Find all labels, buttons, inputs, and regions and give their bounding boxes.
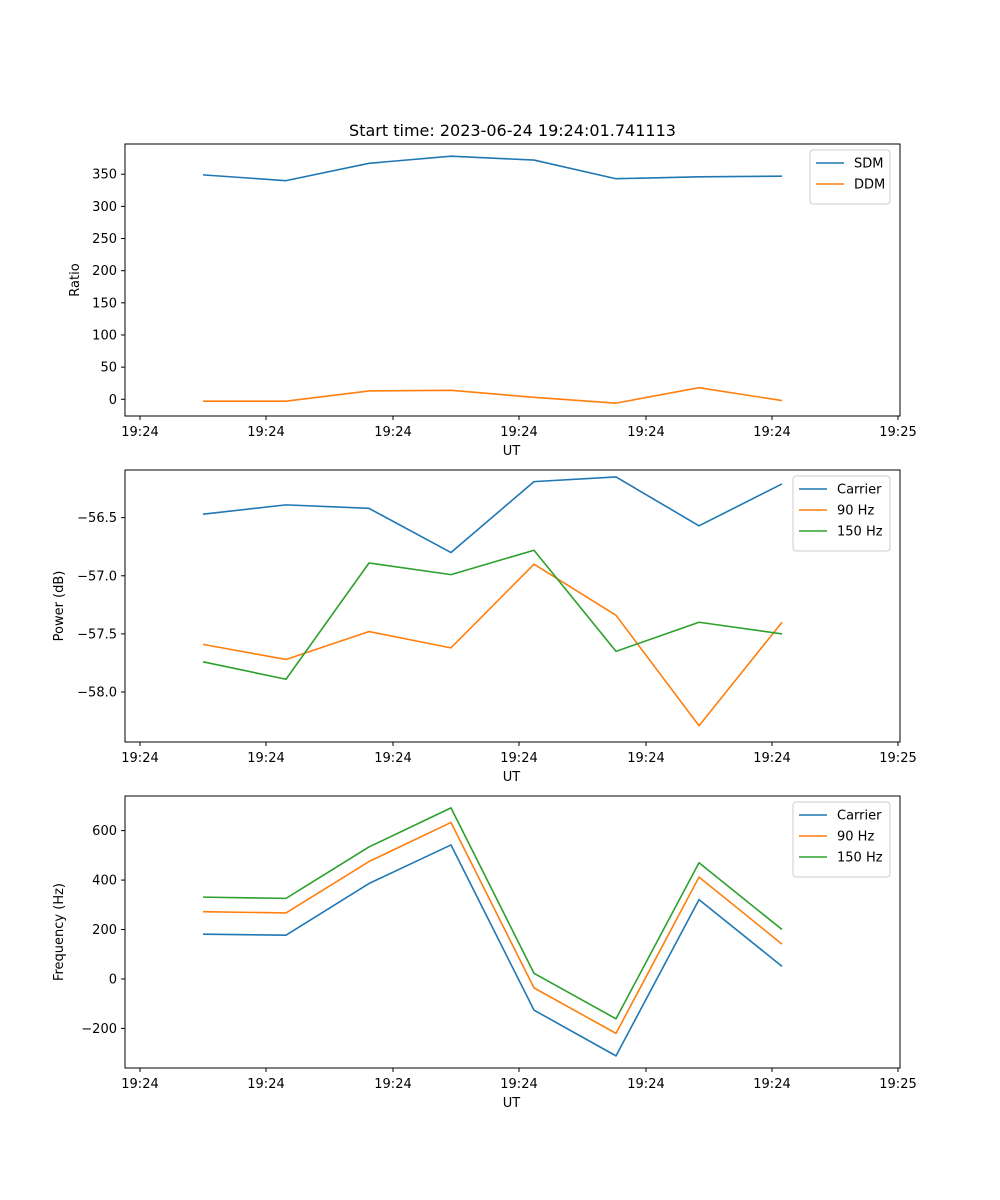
y-tick-label: 600	[92, 824, 117, 839]
y-tick-label: −56.5	[77, 511, 117, 526]
x-tick-label: 19:24	[500, 425, 537, 440]
x-tick-label: 19:24	[374, 751, 411, 766]
y-tick-label: −58.0	[77, 686, 117, 701]
x-tick-label: 19:24	[374, 1077, 411, 1092]
series-line-90-hz	[202, 821, 783, 1035]
legend: Carrier 90 Hz 150 Hz	[792, 801, 891, 878]
x-axis-label: UT	[503, 444, 521, 459]
y-tick-label: 50	[100, 361, 117, 376]
x-tick-label: 19:24	[121, 1077, 158, 1092]
y-tick-label: 300	[92, 200, 117, 215]
legend-label: 90 Hz	[837, 830, 874, 845]
x-tick-label: 19:24	[121, 751, 158, 766]
x-tick-label: 19:24	[247, 751, 284, 766]
y-tick-label: 250	[92, 232, 117, 247]
series-line-150-hz	[202, 549, 783, 681]
y-tick-label: 200	[92, 923, 117, 938]
x-tick-label: 19:24	[627, 751, 664, 766]
plot-frame	[124, 143, 901, 417]
x-tick-label: 19:24	[753, 1077, 790, 1092]
x-tick-label: 19:24	[753, 425, 790, 440]
legend-label: 150 Hz	[837, 851, 883, 866]
legend-label: Carrier	[837, 809, 882, 824]
y-tick-label: −57.0	[77, 569, 117, 584]
y-tick-label: 400	[92, 874, 117, 889]
y-tick-label: 200	[92, 264, 117, 279]
y-axis-label: Power (dB)	[52, 571, 67, 642]
x-tick-label: 19:24	[500, 751, 537, 766]
y-tick-label: −200	[81, 1022, 117, 1037]
x-tick-label: 19:25	[879, 1077, 916, 1092]
x-tick-label: 19:24	[627, 425, 664, 440]
x-tick-label: 19:24	[121, 425, 158, 440]
x-axis-label: UT	[503, 1096, 521, 1111]
y-axis-label: Frequency (Hz)	[52, 883, 67, 981]
x-tick-label: 19:24	[500, 1077, 537, 1092]
y-tick-label: 350	[92, 168, 117, 183]
y-tick-label: 0	[109, 972, 117, 987]
series-line-sdm	[202, 155, 783, 182]
series-line-90-hz	[202, 563, 783, 727]
x-tick-label: 19:25	[879, 425, 916, 440]
x-tick-label: 19:24	[627, 1077, 664, 1092]
x-tick-label: 19:24	[247, 425, 284, 440]
plot-frame	[124, 795, 901, 1069]
x-axis-label: UT	[503, 770, 521, 785]
legend-label: DDM	[854, 178, 885, 193]
x-tick-label: 19:24	[247, 1077, 284, 1092]
legend-box	[792, 801, 891, 878]
chart-panel-2: 19:24 19:24 19:24 19:24 19:24 19:24 19:25 −58.0…	[52, 469, 917, 785]
y-tick-label: 0	[109, 393, 117, 408]
legend-label: 90 Hz	[837, 504, 874, 519]
legend: SDM DDM	[809, 149, 891, 205]
y-tick-label: 100	[92, 328, 117, 343]
y-tick-label: 150	[92, 296, 117, 311]
chart-panels: 19:24 19:24 19:24 19:24 19:24 19:24 19:25 0 50 10…	[52, 143, 917, 1111]
series-line-150-hz	[202, 807, 783, 1020]
series-line-carrier	[202, 844, 783, 1057]
figure-title: Start time: 2023-06-24 19:24:01.741113	[349, 121, 676, 140]
series-line-ddm	[203, 386, 783, 404]
plot-frame	[124, 469, 901, 743]
legend-label: Carrier	[837, 483, 882, 498]
chart-panel-3: 19:24 19:24 19:24 19:24 19:24 19:24 19:25 −200 0…	[52, 795, 917, 1111]
legend-label: SDM	[854, 157, 883, 172]
legend: Carrier 90 Hz 150 Hz	[792, 475, 891, 552]
series-line-carrier	[202, 476, 783, 554]
y-tick-label: −57.5	[77, 627, 117, 642]
legend-box	[792, 475, 891, 552]
chart-panel-1: 19:24 19:24 19:24 19:24 19:24 19:24 19:25 0 50 10…	[68, 143, 917, 459]
y-axis-label: Ratio	[68, 263, 83, 296]
x-tick-label: 19:25	[879, 751, 916, 766]
x-tick-label: 19:24	[753, 751, 790, 766]
x-tick-label: 19:24	[374, 425, 411, 440]
legend-label: 150 Hz	[837, 525, 883, 540]
